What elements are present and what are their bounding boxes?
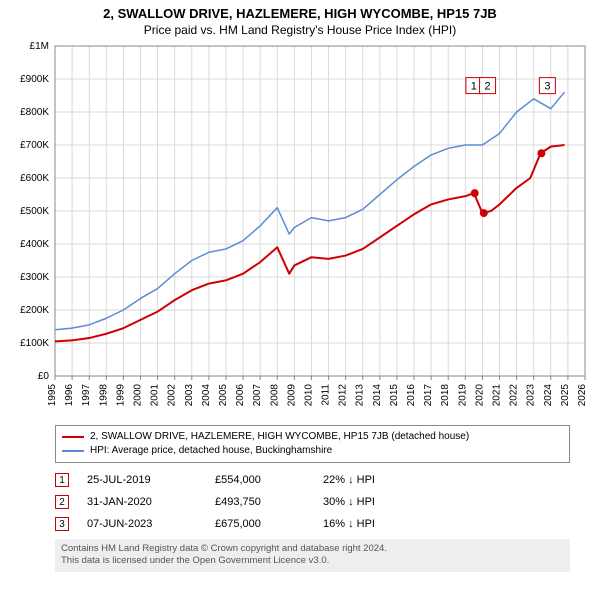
legend-swatch-property (62, 436, 84, 438)
event-row: 3 07-JUN-2023 £675,000 16% ↓ HPI (55, 513, 570, 535)
svg-text:£700K: £700K (20, 140, 49, 151)
svg-text:2005: 2005 (218, 384, 229, 407)
event-marker-box: 2 (55, 495, 69, 509)
svg-text:3: 3 (544, 81, 550, 93)
event-price: £493,750 (215, 496, 305, 508)
event-marker-box: 1 (55, 473, 69, 487)
legend-label-property: 2, SWALLOW DRIVE, HAZLEMERE, HIGH WYCOMB… (90, 430, 469, 444)
svg-text:£300K: £300K (20, 272, 49, 283)
svg-text:2019: 2019 (457, 384, 468, 407)
svg-text:2016: 2016 (406, 384, 417, 407)
event-price: £554,000 (215, 474, 305, 486)
svg-text:2: 2 (484, 81, 490, 93)
svg-text:1995: 1995 (47, 384, 58, 407)
svg-text:2014: 2014 (372, 384, 383, 407)
chart-area: £0 £100K £200K £300K £400K £500K £600K £700K £80… (0, 41, 600, 421)
svg-text:£400K: £400K (20, 239, 49, 250)
svg-text:£200K: £200K (20, 305, 49, 316)
svg-text:2009: 2009 (286, 384, 297, 407)
svg-text:£800K: £800K (20, 107, 49, 118)
svg-text:2008: 2008 (269, 384, 280, 407)
event-date: 25-JUL-2019 (87, 474, 197, 486)
svg-text:1997: 1997 (81, 384, 92, 407)
event-delta: 16% ↓ HPI (323, 518, 423, 530)
footer-line1: Contains HM Land Registry data © Crown c… (61, 543, 564, 555)
svg-text:2007: 2007 (252, 384, 263, 407)
legend: 2, SWALLOW DRIVE, HAZLEMERE, HIGH WYCOMB… (55, 425, 570, 463)
svg-text:2023: 2023 (526, 384, 537, 407)
svg-text:2003: 2003 (184, 384, 195, 407)
event-marker-box: 3 (55, 517, 69, 531)
svg-text:1: 1 (471, 81, 477, 93)
svg-text:2000: 2000 (132, 384, 143, 407)
svg-text:£900K: £900K (20, 74, 49, 85)
event-date: 31-JAN-2020 (87, 496, 197, 508)
svg-text:£600K: £600K (20, 173, 49, 184)
event-row: 1 25-JUL-2019 £554,000 22% ↓ HPI (55, 469, 570, 491)
event-row: 2 31-JAN-2020 £493,750 30% ↓ HPI (55, 491, 570, 513)
legend-swatch-hpi (62, 450, 84, 452)
svg-text:2021: 2021 (492, 384, 503, 407)
event-delta: 22% ↓ HPI (323, 474, 423, 486)
footer-line2: This data is licensed under the Open Gov… (61, 555, 564, 567)
svg-text:£500K: £500K (20, 206, 49, 217)
svg-text:2018: 2018 (440, 384, 451, 407)
event-list: 1 25-JUL-2019 £554,000 22% ↓ HPI 2 31-JAN-202… (55, 469, 570, 535)
svg-text:1996: 1996 (64, 384, 75, 407)
attribution-footer: Contains HM Land Registry data © Crown c… (55, 539, 570, 572)
svg-text:2001: 2001 (150, 384, 161, 407)
svg-text:£0: £0 (38, 371, 50, 382)
svg-text:2012: 2012 (338, 384, 349, 407)
svg-text:2011: 2011 (321, 384, 332, 406)
legend-row-property: 2, SWALLOW DRIVE, HAZLEMERE, HIGH WYCOMB… (62, 430, 563, 444)
svg-text:2015: 2015 (389, 384, 400, 407)
chart-title-line1: 2, SWALLOW DRIVE, HAZLEMERE, HIGH WYCOMB… (0, 0, 600, 21)
svg-text:2020: 2020 (474, 384, 485, 407)
svg-text:2026: 2026 (577, 384, 588, 407)
svg-text:1998: 1998 (98, 384, 109, 407)
svg-text:£1M: £1M (30, 41, 49, 52)
svg-text:2017: 2017 (423, 384, 434, 407)
svg-text:2022: 2022 (509, 384, 520, 407)
svg-text:2004: 2004 (201, 384, 212, 407)
svg-text:2025: 2025 (560, 384, 571, 407)
legend-row-hpi: HPI: Average price, detached house, Buck… (62, 444, 563, 458)
chart-title-line2: Price paid vs. HM Land Registry's House … (0, 21, 600, 41)
svg-text:2024: 2024 (543, 384, 554, 407)
legend-label-hpi: HPI: Average price, detached house, Buck… (90, 444, 332, 458)
svg-text:2010: 2010 (303, 384, 314, 407)
event-delta: 30% ↓ HPI (323, 496, 423, 508)
svg-text:2006: 2006 (235, 384, 246, 407)
svg-text:2002: 2002 (167, 384, 178, 407)
svg-text:£100K: £100K (20, 338, 49, 349)
svg-text:1999: 1999 (115, 384, 126, 407)
event-price: £675,000 (215, 518, 305, 530)
event-date: 07-JUN-2023 (87, 518, 197, 530)
line-chart-svg: £0 £100K £200K £300K £400K £500K £600K £700K £80… (0, 41, 600, 421)
svg-text:2013: 2013 (355, 384, 366, 407)
